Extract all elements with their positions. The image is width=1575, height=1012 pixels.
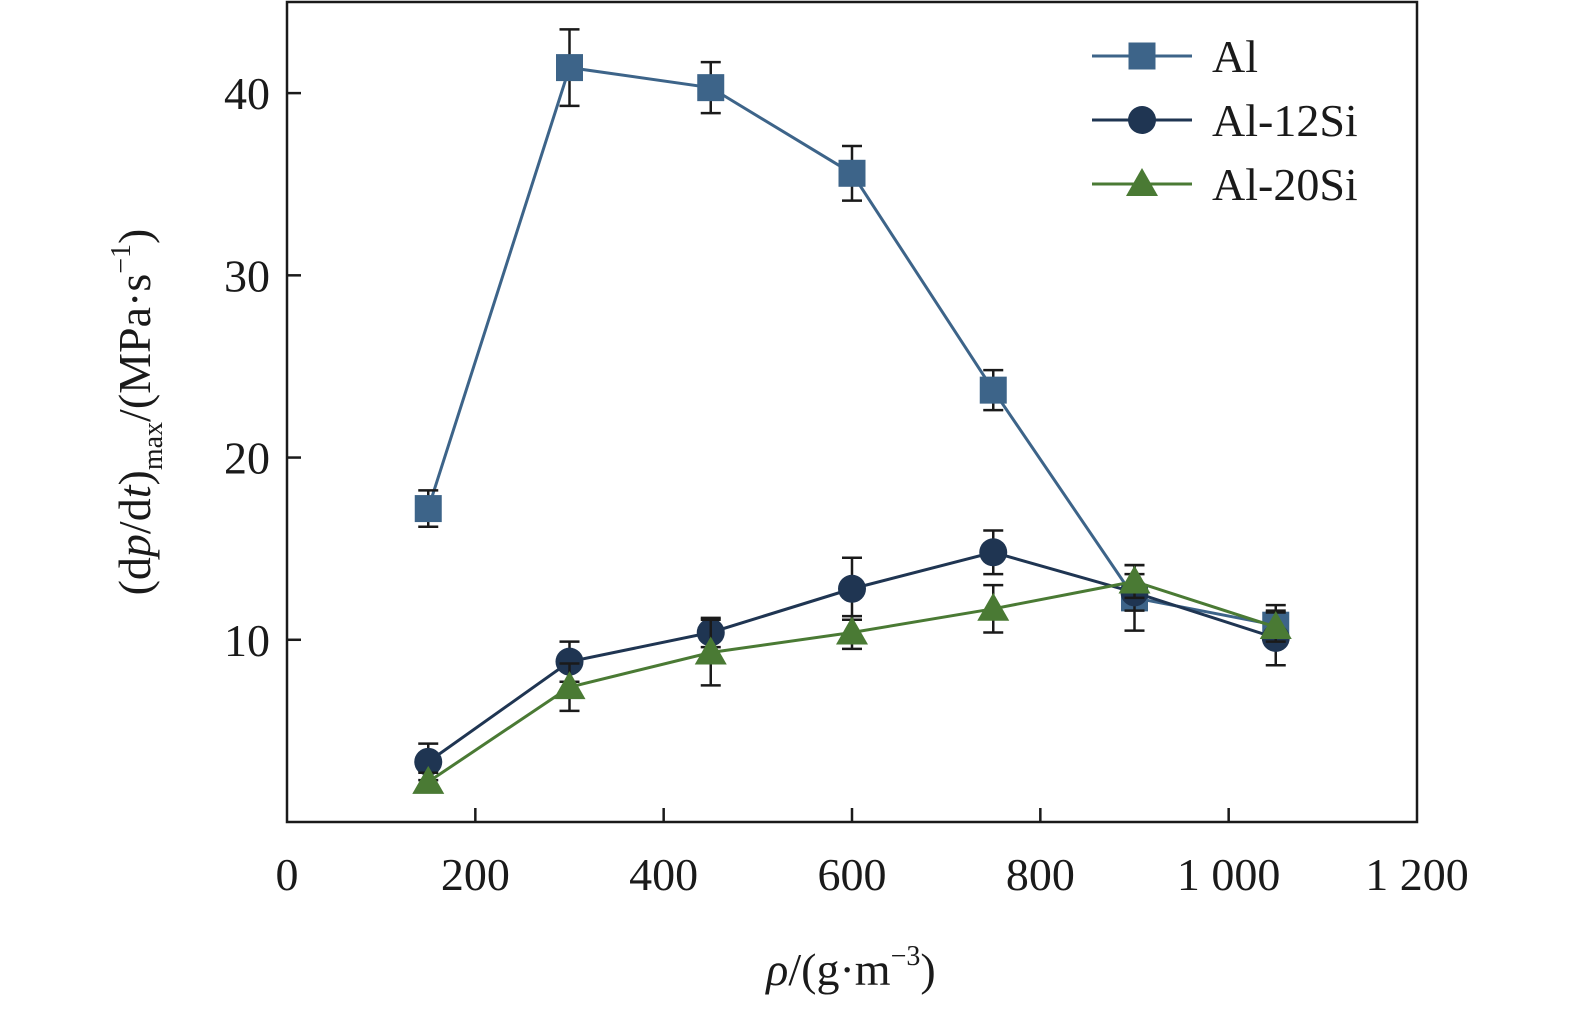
x-tick-label: 0 bbox=[276, 849, 299, 900]
data-point bbox=[414, 495, 442, 523]
x-tick-label: 400 bbox=[629, 849, 698, 900]
series-al-12si bbox=[414, 529, 1290, 782]
legend-marker bbox=[1128, 42, 1156, 70]
y-title-end: ) bbox=[109, 229, 160, 244]
x-tick-label: 800 bbox=[1006, 849, 1075, 900]
x-axis-ticks: 0 200 400 600 800 1 000 1 200 bbox=[276, 808, 1469, 900]
data-point bbox=[977, 592, 1010, 621]
data-point bbox=[556, 54, 583, 82]
x-title-exponent: −3 bbox=[891, 941, 921, 972]
y-tick-label: 40 bbox=[224, 68, 270, 119]
y-title-exponent: −1 bbox=[106, 244, 137, 274]
data-point bbox=[412, 765, 445, 794]
y-tick-label: 10 bbox=[224, 615, 270, 666]
x-title-close: ) bbox=[920, 944, 935, 995]
legend-label: Al-20Si bbox=[1212, 159, 1358, 210]
x-tick-label: 600 bbox=[818, 849, 887, 900]
data-point bbox=[553, 671, 586, 700]
data-point bbox=[838, 574, 866, 603]
y-axis-ticks: 10 20 30 40 bbox=[224, 68, 301, 666]
data-point bbox=[555, 647, 584, 676]
y-tick-label: 30 bbox=[224, 250, 270, 301]
data-point bbox=[836, 616, 868, 645]
legend-marker bbox=[1128, 106, 1156, 134]
y-title-subscript: max bbox=[138, 422, 169, 470]
data-point bbox=[697, 74, 725, 102]
legend-label: Al-12Si bbox=[1212, 95, 1358, 146]
data-point bbox=[1259, 611, 1292, 640]
series-layer bbox=[412, 28, 1292, 794]
x-title-symbol: ρ bbox=[764, 944, 788, 995]
y-axis-title: (dp/dt)max/(MPa·s−1) bbox=[106, 229, 169, 596]
y-title-slash: /d bbox=[109, 498, 160, 534]
series-al-20si bbox=[412, 563, 1292, 794]
y-title-unit: /(MPa·s bbox=[109, 274, 160, 422]
data-point bbox=[1118, 565, 1151, 594]
x-tick-label: 1 000 bbox=[1177, 849, 1281, 900]
x-title-unit: /(g·m bbox=[788, 944, 890, 995]
x-tick-label: 200 bbox=[441, 849, 510, 900]
data-point bbox=[979, 376, 1007, 404]
legend-label: Al bbox=[1212, 31, 1258, 82]
y-tick-label: 20 bbox=[224, 433, 270, 484]
legend-marker bbox=[1126, 168, 1158, 196]
data-point bbox=[414, 747, 443, 776]
x-axis-title: ρ/(g·m−3) bbox=[764, 941, 935, 995]
y-title-open: (d bbox=[109, 557, 160, 595]
data-point bbox=[838, 159, 866, 187]
y-title-close: ) bbox=[109, 470, 160, 485]
data-point bbox=[694, 636, 727, 665]
y-title-p: p bbox=[109, 534, 160, 560]
legend: Al Al-12Si Al-20Si bbox=[1092, 31, 1358, 210]
data-point bbox=[979, 538, 1008, 567]
x-tick-label: 1 200 bbox=[1365, 849, 1469, 900]
series-al bbox=[414, 28, 1290, 647]
y-title-t: t bbox=[109, 484, 160, 498]
